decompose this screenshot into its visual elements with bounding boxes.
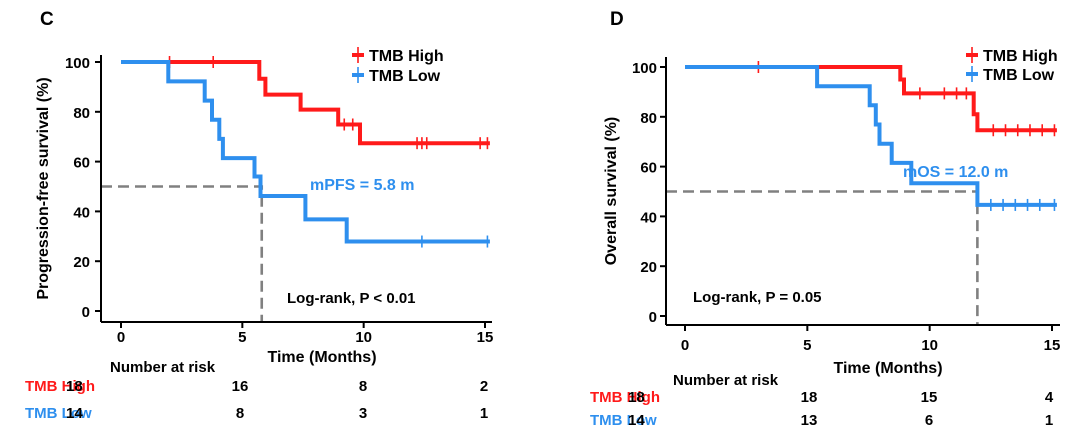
y-tick-label: 60	[640, 160, 657, 177]
risk-value: 18	[628, 389, 645, 406]
legend-label-tmb-low: TMB Low	[983, 67, 1055, 84]
risk-value: 13	[801, 412, 818, 429]
legend-label-tmb-high: TMB High	[983, 48, 1058, 65]
median-annotation: mPFS = 5.8 m	[310, 177, 415, 194]
legend-label-tmb-high: TMB High	[369, 48, 444, 65]
risk-value: 8	[359, 378, 367, 395]
y-tick-label: 80	[640, 110, 657, 127]
risk-value: 16	[232, 378, 249, 395]
risk-value: 14	[628, 412, 645, 429]
x-tick-label: 5	[803, 337, 811, 354]
legend-label-tmb-low: TMB Low	[369, 68, 441, 85]
risk-table-title: Number at risk	[673, 372, 779, 389]
x-tick-label: 0	[681, 337, 689, 354]
risk-row-label: TMB High	[590, 389, 660, 406]
y-tick-label: 100	[65, 55, 90, 72]
y-axis-title: Progression-free survival (%)	[35, 77, 52, 299]
logrank-annotation: Log-rank, P = 0.05	[693, 289, 822, 306]
x-tick-label: 0	[117, 329, 125, 346]
y-tick-label: 60	[73, 155, 90, 172]
risk-value: 6	[925, 412, 933, 429]
series-line-tmb-low	[685, 65, 1057, 207]
y-tick-label: 0	[649, 309, 657, 326]
x-axis-title: Time (Months)	[267, 349, 376, 366]
y-tick-label: 40	[640, 209, 657, 226]
risk-value: 1	[1045, 412, 1053, 429]
risk-value: 15	[921, 389, 938, 406]
x-axis-title: Time (Months)	[833, 360, 942, 377]
risk-value: 14	[66, 405, 83, 422]
x-tick-label: 10	[921, 337, 938, 354]
series-line-tmb-high	[685, 65, 1057, 133]
y-axis-title: Overall survival (%)	[603, 117, 620, 266]
risk-value: 4	[1045, 389, 1054, 406]
risk-value: 18	[801, 389, 818, 406]
risk-value: 1	[480, 405, 488, 422]
x-tick-label: 15	[1044, 337, 1061, 354]
risk-row-label: TMB High	[25, 378, 95, 395]
x-tick-label: 15	[477, 329, 494, 346]
logrank-annotation: Log-rank, P < 0.01	[287, 290, 416, 307]
km-panel-c: C 0 20 40 60 80 100 0 5 10 15 Time (Months) Progress…	[25, 9, 493, 422]
risk-value: 3	[359, 405, 367, 422]
series-line-tmb-high	[121, 60, 490, 146]
panel-label: C	[40, 9, 54, 30]
median-reference-line	[101, 185, 264, 322]
x-tick-label: 5	[238, 329, 246, 346]
risk-value: 18	[66, 378, 83, 395]
y-tick-label: 20	[640, 259, 657, 276]
y-tick-label: 0	[82, 304, 90, 321]
risk-row-label: TMB Low	[25, 405, 92, 422]
risk-row-label: TMB Low	[590, 412, 657, 429]
risk-value: 2	[480, 378, 488, 395]
y-tick-label: 80	[73, 105, 90, 122]
km-panel-d: D 0 20 40 60 80 100 0 5 10 15 Time (Months) Overall …	[590, 9, 1060, 429]
y-tick-label: 100	[632, 60, 657, 77]
y-tick-label: 40	[73, 204, 90, 221]
series-line-tmb-low	[121, 60, 490, 244]
median-annotation: mOS = 12.0 m	[903, 164, 1008, 181]
x-tick-label: 10	[355, 329, 372, 346]
risk-value: 8	[236, 405, 244, 422]
y-tick-label: 20	[73, 254, 90, 271]
risk-table-title: Number at risk	[110, 359, 216, 376]
panel-label: D	[610, 9, 624, 30]
